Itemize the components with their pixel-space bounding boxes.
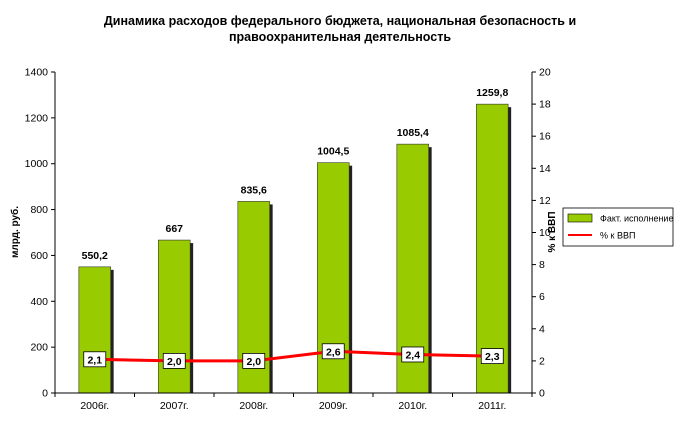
line-value-label: 2,3 <box>485 351 500 363</box>
bar-value-label: 835,6 <box>241 184 267 196</box>
x-tick-label: 2007г. <box>160 400 189 412</box>
line-label-box <box>321 343 345 360</box>
legend: Факт. исполнение % к ВВП <box>562 207 673 247</box>
y-right-tick-label: 18 <box>539 99 551 111</box>
axes: 0 200 400 600 800 1000 1200 1400 0 2 4 6 8 10 12 14 16 18… <box>25 67 551 413</box>
y-left-axis-label: млрд. руб. <box>9 206 21 258</box>
line-value-label: 2,6 <box>326 346 341 358</box>
bar-series: 550,2 667 835,6 1004,5 1085,4 1259,8 <box>78 87 512 394</box>
y-left-tick-label: 0 <box>42 388 48 400</box>
y-right-tick-label: 0 <box>539 388 545 400</box>
legend-bar-label: Факт. исполнение <box>600 214 673 224</box>
bar <box>476 103 509 394</box>
y-right-tick-label: 4 <box>539 323 545 335</box>
y-left-tick-label: 200 <box>30 342 48 354</box>
bar-value-label: 667 <box>165 223 183 235</box>
line-label-box <box>83 351 107 368</box>
chart-title-line-2: правоохранительная деятельность <box>229 30 451 44</box>
y-left-tick-label: 1400 <box>25 67 49 79</box>
y-left-tick-label: 600 <box>30 250 48 262</box>
line-label-box <box>401 346 425 363</box>
y-left-tick-label: 1200 <box>25 112 49 124</box>
line-value-label: 2,1 <box>87 354 102 366</box>
chart-title-line-1: Динамика расходов федерального бюджета, … <box>104 14 576 28</box>
x-tick-label: 2011г. <box>478 400 506 412</box>
legend-line-label: % к ВВП <box>600 231 635 241</box>
y-right-axis-label: % к ВВП <box>547 211 558 252</box>
bar-value-label: 1259,8 <box>476 87 508 99</box>
y-right-tick-label: 12 <box>539 195 551 207</box>
line-label-box <box>242 352 266 369</box>
y-right-tick-label: 2 <box>539 355 545 367</box>
bar-value-label: 1004,5 <box>317 146 349 158</box>
y-right-tick-label: 14 <box>539 163 551 175</box>
y-left-tick-label: 800 <box>30 204 48 216</box>
x-tick-label: 2006г. <box>80 400 109 412</box>
y-left-tick-label: 1000 <box>25 158 49 170</box>
y-left-tick-label: 400 <box>30 296 48 308</box>
line-series: 2,1 2,0 2,0 2,6 2,4 2,3 <box>83 343 504 369</box>
y-right-tick-label: 10 <box>539 227 551 239</box>
y-right-tick-label: 20 <box>539 67 551 79</box>
x-tick-label: 2008г. <box>239 400 268 412</box>
bar-value-label: 550,2 <box>82 250 108 262</box>
bar <box>158 239 191 394</box>
y-right-tick-label: 8 <box>539 259 545 271</box>
gdp-share-line <box>93 349 494 363</box>
bar <box>78 266 111 394</box>
y-right-tick-label: 16 <box>539 131 551 143</box>
x-tick-label: 2010г. <box>398 400 427 412</box>
line-label-box <box>480 348 504 364</box>
bar-value-label: 1085,4 <box>397 127 429 139</box>
legend-bar-swatch <box>567 213 593 223</box>
line-value-label: 2,0 <box>246 356 261 368</box>
y-right-tick-label: 6 <box>539 291 545 303</box>
line-value-label: 2,0 <box>167 356 182 368</box>
line-label-box <box>162 352 186 369</box>
x-tick-label: 2009г. <box>319 400 348 412</box>
line-value-label: 2,4 <box>405 349 420 361</box>
